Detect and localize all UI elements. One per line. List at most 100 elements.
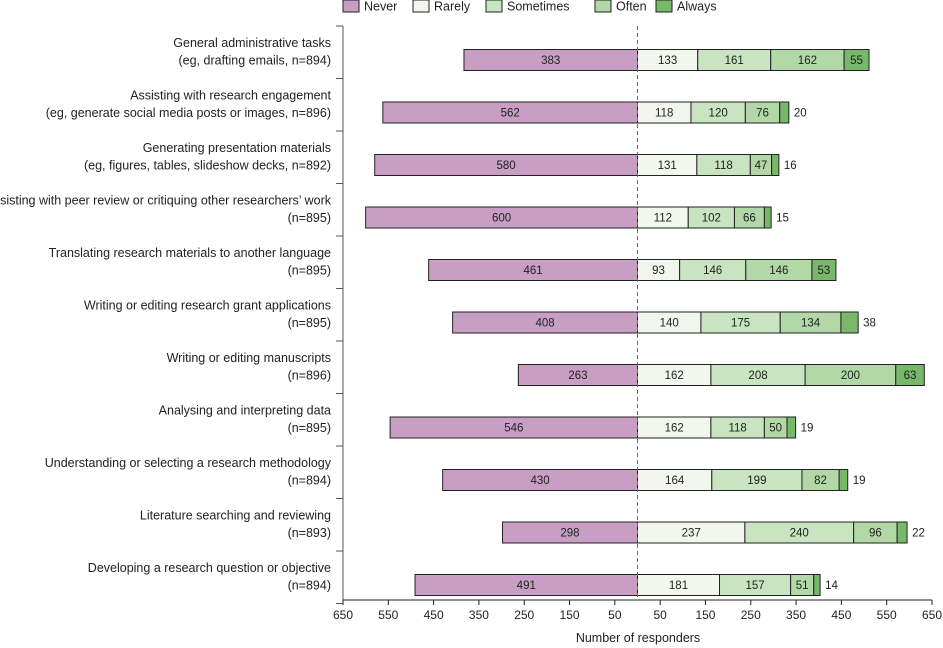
data-label-always: 22 (912, 528, 925, 540)
legend-label: Sometimes (507, 0, 570, 14)
data-label-sometimes: 175 (731, 318, 750, 330)
category-label: Generating presentation materials (143, 141, 331, 155)
x-tick-label: 150 (695, 608, 715, 622)
legend-label: Always (677, 0, 717, 14)
data-label-rarely: 164 (665, 475, 685, 487)
category-label: Writing or editing research grant applic… (84, 299, 331, 313)
data-label-never: 408 (535, 318, 554, 330)
x-tick-label: 250 (514, 608, 534, 622)
legend-item-always: Always (655, 0, 717, 14)
data-label-always: 38 (863, 318, 876, 330)
legend-label: Never (364, 0, 397, 14)
data-label-sometimes: 157 (745, 580, 764, 592)
category-label: (n=893) (288, 526, 331, 540)
x-tick-label: 350 (786, 608, 806, 622)
data-label-often: 134 (801, 318, 821, 330)
x-tick-label: 50 (608, 608, 622, 622)
x-tick-label: 150 (560, 608, 580, 622)
data-label-rarely: 181 (669, 580, 688, 592)
data-label-often: 200 (841, 370, 860, 382)
legend-swatch (342, 0, 360, 13)
data-label-often: 82 (814, 475, 827, 487)
data-label-never: 491 (517, 580, 536, 592)
category-label: Writing or editing manuscripts (167, 351, 331, 365)
category-label: (n=894) (288, 579, 331, 593)
category-row: Writing or editing manuscripts (n=896) 263… (167, 351, 925, 386)
x-tick-label: 550 (378, 608, 398, 622)
x-tick-label: 250 (741, 608, 761, 622)
category-label: Understanding or selecting a research me… (45, 456, 332, 470)
data-label-always: 19 (853, 475, 866, 487)
data-label-never: 546 (504, 423, 523, 435)
bar-always (843, 49, 870, 71)
category-label: Literature searching and reviewing (140, 509, 331, 523)
bar-always (786, 416, 797, 439)
legend-item-rarely: Rarely (412, 0, 471, 14)
data-label-sometimes: 161 (725, 55, 744, 67)
bar-always (811, 259, 837, 281)
category-label: (n=894) (288, 474, 331, 488)
data-label-never: 580 (497, 160, 516, 172)
data-label-never: 600 (492, 213, 511, 225)
data-label-often: 162 (798, 55, 817, 67)
data-label-never: 562 (501, 108, 520, 120)
legend-item-often: Often (594, 0, 647, 14)
category-row: Assisting with research engagement (eg, g… (46, 89, 807, 124)
data-label-always: 16 (784, 160, 797, 172)
x-tick-label: 650 (922, 608, 942, 622)
plot-area: General administrative tasks (eg, draftin… (0, 25, 925, 604)
x-axis: 650 550 450 350 250 150 50 50 150 250 350 450 550 650 (333, 599, 942, 622)
data-label-sometimes: 199 (747, 475, 766, 487)
legend-item-sometimes: Sometimes (485, 0, 570, 14)
x-axis-title: Number of responders (576, 631, 700, 645)
category-row: Literature searching and reviewing (n=893… (140, 509, 925, 544)
legend: Never Rarely Sometimes Often Always (342, 0, 717, 14)
category-label: (n=896) (288, 369, 331, 383)
bar-always (838, 469, 849, 491)
category-row: General administrative tasks (eg, draftin… (173, 36, 870, 71)
x-tick-label: 50 (653, 608, 667, 622)
data-label-always: 53 (818, 265, 831, 277)
legend-swatch (594, 0, 612, 13)
data-label-always: 15 (776, 213, 789, 225)
bar-always (779, 101, 790, 124)
bar-always (895, 364, 925, 386)
x-tick-label: 450 (424, 608, 444, 622)
data-label-often: 66 (743, 213, 756, 225)
data-label-rarely: 112 (654, 213, 672, 225)
category-row: Generating presentation materials (eg, fi… (84, 141, 797, 176)
data-label-never: 383 (541, 55, 560, 67)
legend-label: Often (616, 0, 647, 14)
data-label-never: 461 (523, 265, 542, 277)
data-label-sometimes: 120 (709, 108, 728, 120)
bar-always (813, 574, 821, 596)
data-label-always: 63 (904, 370, 917, 382)
category-row: Analysing and interpreting data (n=895) 54… (159, 404, 813, 439)
data-label-sometimes: 146 (703, 265, 722, 277)
category-label: (eg, figures, tables, slideshow decks, n… (84, 159, 331, 173)
data-label-rarely: 237 (682, 528, 701, 540)
data-label-sometimes: 102 (702, 213, 721, 225)
category-row: Writing or editing research grant applic… (84, 299, 876, 334)
data-label-rarely: 93 (652, 265, 665, 277)
data-label-always: 20 (794, 108, 807, 120)
legend-swatch (485, 0, 503, 13)
category-label: (n=895) (288, 316, 331, 330)
data-label-rarely: 118 (655, 108, 673, 120)
data-label-often: 51 (796, 580, 809, 592)
data-label-often: 146 (769, 265, 788, 277)
category-label: (eg, generate social media posts or imag… (46, 106, 331, 120)
category-label: Analysing and interpreting data (159, 404, 331, 418)
category-label: (eg, drafting emails, n=894) (178, 54, 331, 68)
data-label-often: 47 (755, 160, 768, 172)
data-label-always: 14 (825, 580, 838, 592)
category-label: (n=895) (288, 421, 331, 435)
category-label: Assisting with research engagement (130, 89, 331, 103)
category-row: Understanding or selecting a research me… (45, 456, 866, 491)
x-tick-label: 550 (877, 608, 897, 622)
x-tick-label: 350 (469, 608, 489, 622)
category-label: Assisting with peer review or critiquing… (0, 194, 332, 208)
data-label-sometimes: 240 (790, 528, 809, 540)
data-label-rarely: 162 (665, 370, 684, 382)
